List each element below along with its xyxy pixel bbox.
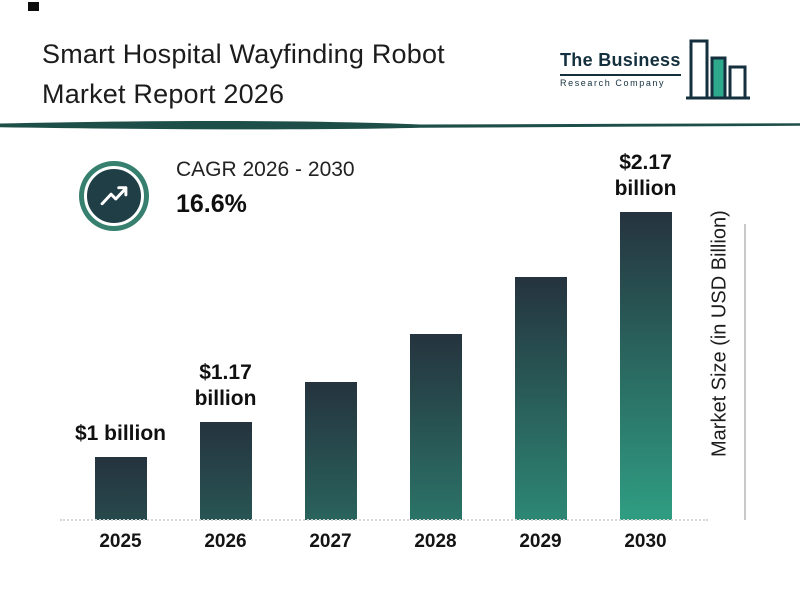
bar-column-2025: $1 billion — [68, 421, 173, 520]
cagr-text: CAGR 2026 - 2030 16.6% — [176, 158, 355, 219]
title-line-2: Market Report 2026 — [42, 79, 285, 109]
bar-value-label-2030: $2.17 billion — [614, 151, 677, 200]
logo-company-name: The Business — [560, 50, 681, 76]
logo-company-subtitle: Research Company — [560, 78, 666, 88]
cagr-badge — [84, 166, 144, 226]
x-axis: 2025 2026 2027 2028 2029 2030 — [68, 531, 698, 553]
bar-2025 — [94, 457, 147, 520]
x-tick-2030: 2030 — [624, 531, 667, 552]
divider-stroke — [0, 121, 800, 130]
bar-2027 — [304, 382, 357, 520]
x-tick-2026: 2026 — [204, 531, 247, 552]
company-logo: The Business Research Company — [560, 38, 756, 106]
bar-2029 — [514, 277, 567, 520]
corner-mark — [28, 2, 39, 11]
bar-chart-logo-icon — [685, 39, 750, 100]
page-title: Smart Hospital Wayfinding Robot Market R… — [42, 34, 445, 114]
bar-column-2026: $1.17 billion — [173, 360, 278, 520]
bar-column-2029 — [488, 267, 593, 520]
x-tick-2025: 2025 — [99, 531, 142, 552]
x-tick-2028: 2028 — [414, 531, 457, 552]
bar-value-label-2026: $1.17 billion — [194, 361, 257, 410]
trend-up-icon — [100, 186, 128, 206]
bar-chart: $1 billion $1.17 billion $2.17 billion — [68, 148, 698, 520]
y-axis-title: Market Size (in USD Billion) — [708, 210, 731, 458]
bar-2028 — [409, 334, 462, 520]
bar-value-label-2025: $1 billion — [74, 422, 166, 445]
cagr-callout: CAGR 2026 - 2030 16.6% — [78, 158, 355, 226]
title-line-1: Smart Hospital Wayfinding Robot — [42, 39, 445, 69]
bar-column-2028 — [383, 324, 488, 520]
bar-column-2027 — [278, 372, 383, 520]
logo-text: The Business Research Company — [560, 38, 681, 88]
x-tick-2029: 2029 — [519, 531, 562, 552]
y-axis-line — [744, 224, 746, 520]
chart-baseline — [60, 519, 708, 521]
bar-2026 — [199, 422, 252, 520]
x-tick-2027: 2027 — [309, 531, 352, 552]
bar-2030 — [619, 212, 672, 520]
bar-column-2030: $2.17 billion — [593, 150, 698, 520]
cagr-value: 16.6% — [176, 190, 247, 218]
cagr-period-label: CAGR 2026 - 2030 — [176, 158, 355, 181]
